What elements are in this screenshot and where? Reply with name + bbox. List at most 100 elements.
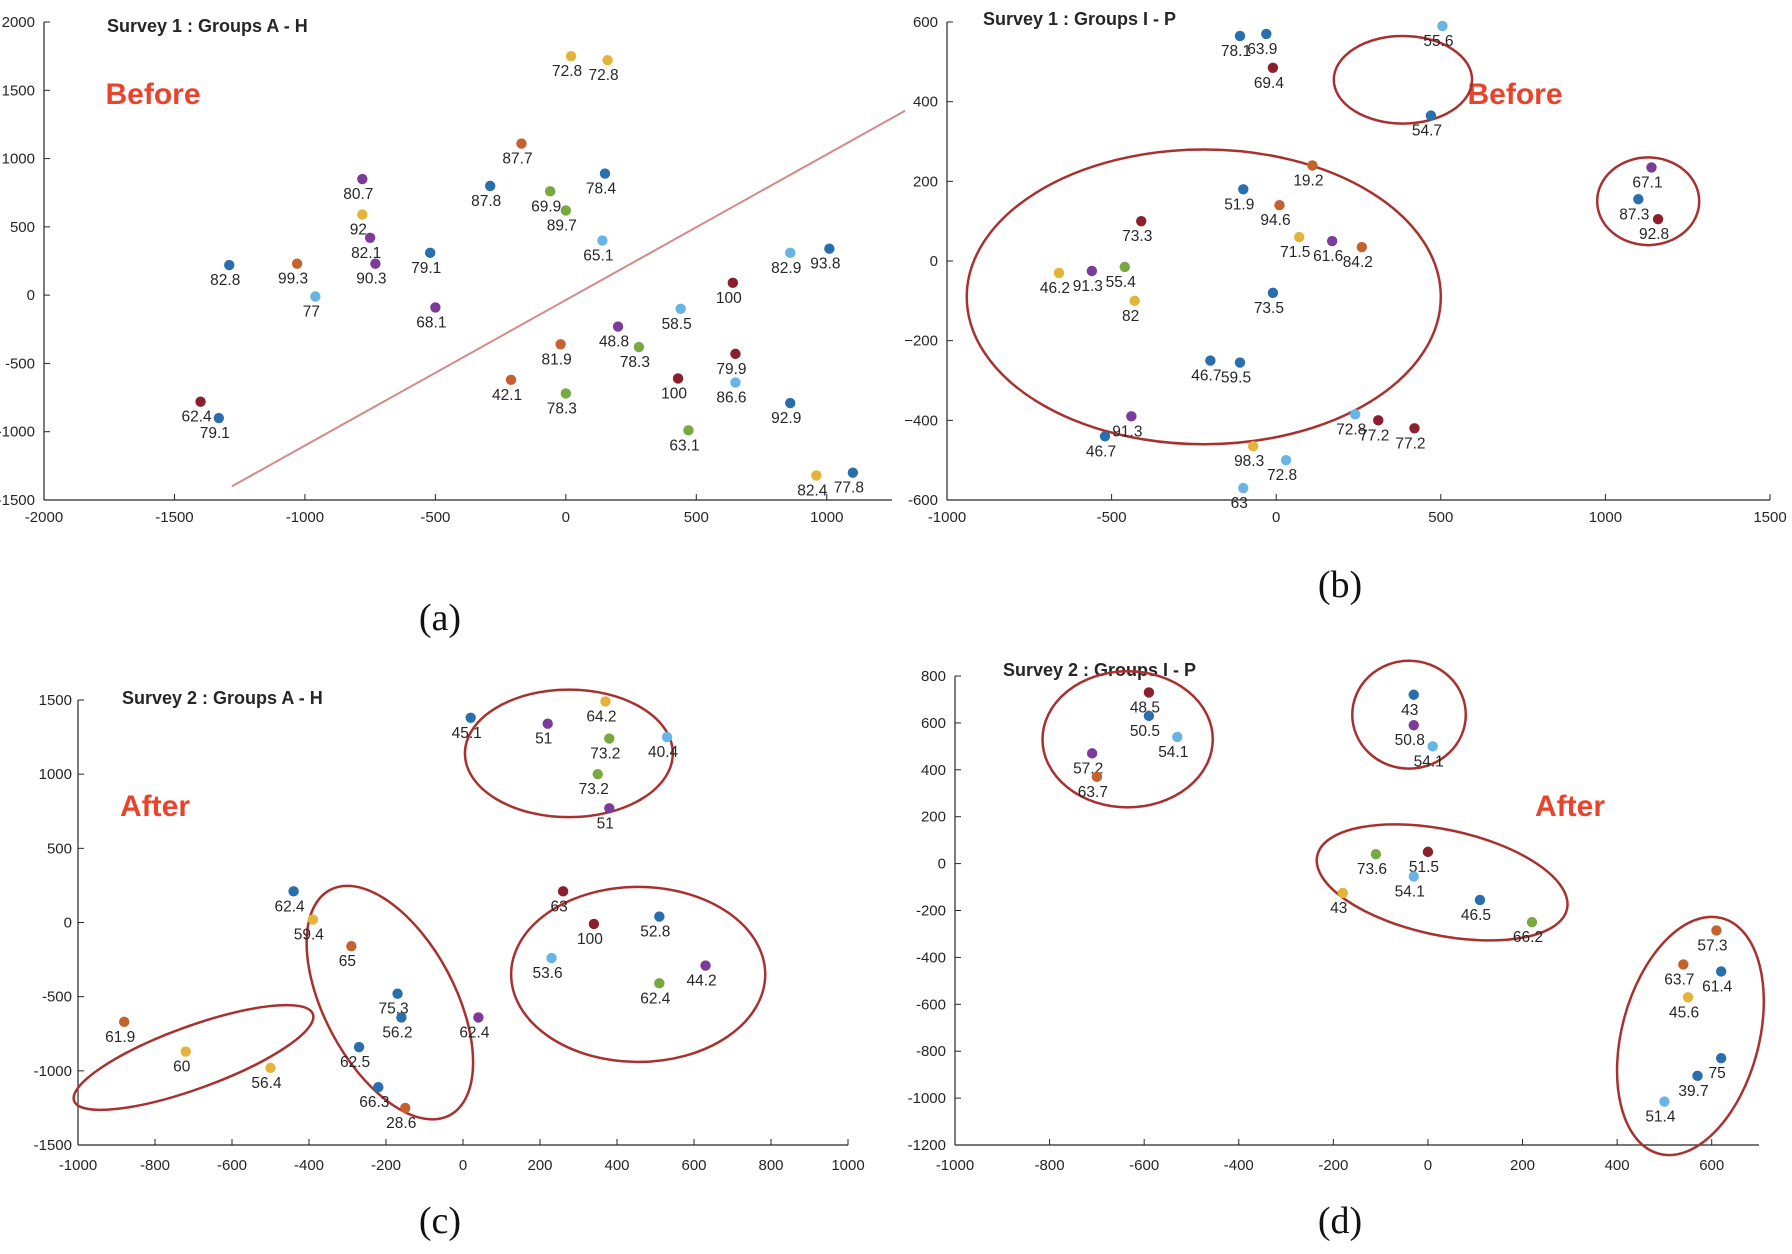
- data-label: 93.8: [810, 256, 840, 273]
- y-tick-label: -1000: [908, 1090, 946, 1107]
- data-label: 61.6: [1313, 248, 1343, 265]
- x-tick-label: 200: [1510, 1157, 1535, 1174]
- data-point: [1425, 110, 1437, 121]
- data-label: 92.9: [771, 410, 801, 427]
- data-point: [785, 247, 796, 259]
- data-label: 62.4: [459, 1024, 490, 1041]
- data-label: 51: [535, 731, 552, 748]
- y-tick-label: 600: [921, 715, 946, 732]
- x-tick-label: -1500: [155, 509, 193, 526]
- data-point: [357, 209, 368, 220]
- x-tick-label: 800: [758, 1157, 783, 1174]
- data-label: 55.6: [1423, 33, 1453, 50]
- chart-title: Survey 2 : Groups A - H: [122, 688, 323, 708]
- data-point: [291, 258, 303, 269]
- cluster-ellipse: [1332, 34, 1474, 125]
- data-label: 60: [173, 1059, 191, 1076]
- data-label: 48.8: [599, 334, 629, 351]
- data-point: [180, 1046, 191, 1057]
- data-label: 80.7: [343, 186, 373, 203]
- scatter-panel-c: Survey 2 : Groups A - H After (c) -1000 -…: [34, 688, 865, 1242]
- data-label: 77.8: [834, 480, 864, 497]
- data-point: [602, 55, 613, 66]
- data-label: 84.2: [1343, 254, 1373, 271]
- data-point: [1126, 411, 1137, 422]
- data-point: [1238, 184, 1249, 195]
- data-label: 63.7: [1078, 784, 1108, 801]
- data-label: 82: [1122, 308, 1139, 325]
- data-label: 71.5: [1280, 244, 1310, 261]
- data-label: 53.6: [532, 965, 562, 982]
- data-point: [1437, 20, 1448, 32]
- data-label: 72.8: [1336, 421, 1366, 438]
- data-label: 87.7: [502, 151, 532, 168]
- data-point: [1373, 415, 1384, 426]
- data-point: [1234, 30, 1246, 42]
- y-tick-label: 1500: [39, 692, 72, 709]
- x-tick-label: -200: [1318, 1157, 1348, 1174]
- x-tick-label: -1000: [286, 509, 324, 526]
- y-tick-label: -1000: [34, 1063, 72, 1080]
- data-label: 82.8: [210, 272, 240, 289]
- data-point: [1350, 409, 1361, 420]
- data-label: 66.3: [359, 1094, 389, 1111]
- after-annotation: After: [1535, 790, 1605, 823]
- data-point: [288, 886, 299, 897]
- data-label: 73.2: [590, 746, 620, 763]
- data-point: [555, 339, 566, 350]
- y-tick-label: -1500: [34, 1137, 72, 1154]
- y-tick-label: -200: [916, 903, 946, 920]
- y-tick-label: -500: [42, 989, 72, 1006]
- data-label: 55.4: [1106, 274, 1137, 291]
- data-label: 98.3: [1234, 453, 1264, 470]
- x-tick-label: 1500: [1753, 509, 1786, 526]
- data-label: 94.6: [1260, 212, 1290, 229]
- data-point: [1427, 741, 1438, 752]
- data-point: [373, 1081, 384, 1093]
- data-label: 79.1: [200, 425, 230, 442]
- data-point: [1526, 917, 1538, 928]
- data-point: [588, 918, 600, 930]
- data-point: [1307, 160, 1318, 171]
- data-point: [430, 302, 441, 313]
- data-point: [1474, 894, 1486, 906]
- x-tick-label: 500: [684, 509, 709, 526]
- data-point: [592, 768, 603, 780]
- data-label: 50.5: [1130, 723, 1160, 740]
- y-tick-label: 0: [27, 287, 35, 304]
- data-label: 42.1: [492, 387, 522, 404]
- data-point: [730, 348, 741, 360]
- data-label: 69.9: [531, 198, 561, 215]
- data-point: [1370, 849, 1382, 860]
- data-point: [473, 1012, 484, 1023]
- x-tick-label: 1000: [1589, 509, 1622, 526]
- data-point: [505, 374, 517, 386]
- y-tick-label: 200: [921, 809, 946, 826]
- data-point: [346, 941, 357, 952]
- data-label: 68.1: [416, 314, 446, 331]
- data-label: 78.4: [586, 181, 617, 198]
- panel-caption: (b): [1318, 564, 1362, 606]
- data-point: [1711, 925, 1722, 936]
- cluster-ellipse: [965, 148, 1443, 446]
- data-label: 51.4: [1645, 1109, 1676, 1126]
- cluster-ellipse: [1041, 670, 1215, 809]
- data-point: [612, 321, 624, 332]
- data-point: [633, 341, 645, 353]
- cluster-ellipse: [1595, 156, 1701, 247]
- data-point: [265, 1062, 276, 1074]
- data-label: 52.8: [640, 924, 670, 941]
- data-point: [700, 960, 711, 971]
- data-point: [516, 138, 527, 149]
- y-tick-label: 600: [913, 14, 938, 31]
- y-tick-label: 1000: [39, 766, 72, 783]
- x-tick-label: -200: [371, 1157, 401, 1174]
- data-label: 46.5: [1461, 907, 1491, 924]
- data-label: 45.6: [1669, 1004, 1699, 1021]
- cluster-ellipse: [305, 884, 475, 1121]
- data-label: 54.7: [1412, 123, 1442, 140]
- x-tick-label: -500: [420, 509, 450, 526]
- data-label: 62.4: [275, 898, 306, 915]
- data-label: 78.3: [620, 354, 650, 371]
